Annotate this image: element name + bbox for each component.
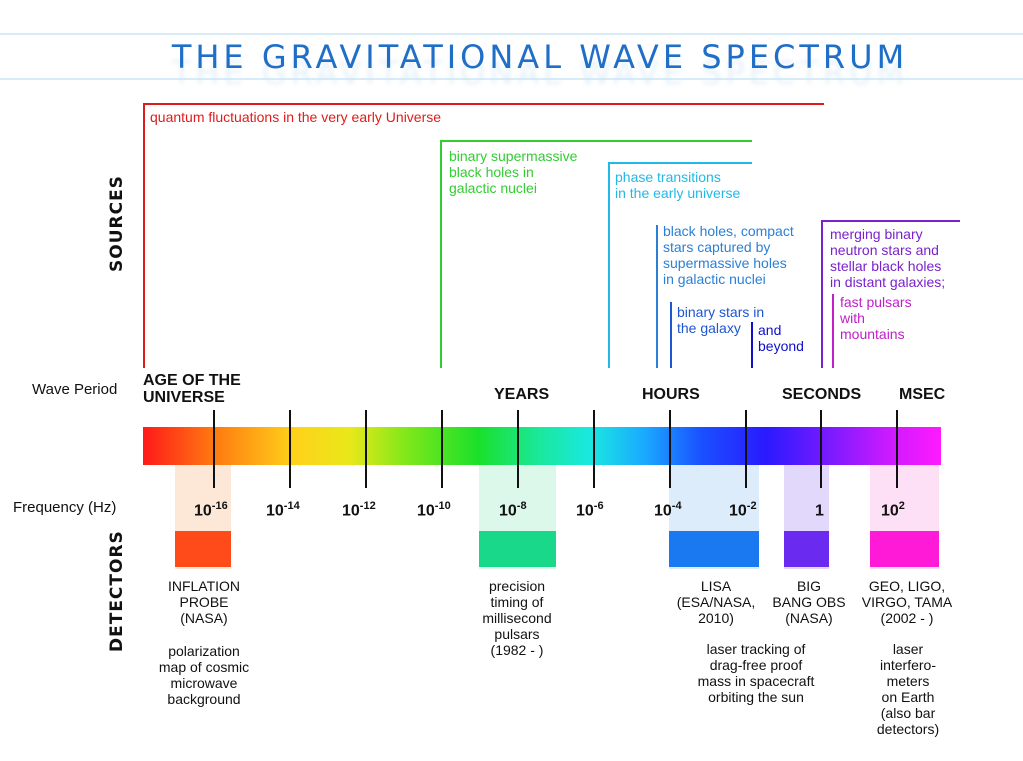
source-phase-bracket <box>608 162 752 164</box>
freq-exponent: 2 <box>898 500 905 512</box>
freq-label-1e-16: 10-16 <box>194 500 228 520</box>
source-pulsars-text: fast pulsars with mountains <box>840 294 912 342</box>
freq-base: 10 <box>499 502 517 520</box>
freq-label-1e-6: 10-6 <box>576 500 604 520</box>
detector-inflation-bar <box>175 531 231 567</box>
detector-pulsar-bar <box>479 531 556 567</box>
freq-label-1e-8: 10-8 <box>499 500 527 520</box>
detector-inflation-desc: polarization map of cosmic microwave bac… <box>158 643 250 707</box>
header-rule-bottom <box>0 78 1023 80</box>
detector-lisa-desc: laser tracking of drag-free proof mass i… <box>697 641 815 705</box>
tick-1e-14 <box>289 410 291 488</box>
period-hours: HOURS <box>642 386 700 403</box>
freq-base: 10 <box>266 502 284 520</box>
freq-base: 1 <box>815 502 824 520</box>
source-beyond-leg <box>751 322 753 368</box>
period-seconds: SECONDS <box>782 386 862 403</box>
detector-lisa-bar <box>669 531 759 567</box>
source-binary-galaxy-text: binary stars in the galaxy <box>677 304 765 336</box>
period-msec: MSEC <box>899 386 946 403</box>
tick-1e-6 <box>593 410 595 488</box>
source-beyond-text: and beyond <box>758 322 804 354</box>
source-binary-galaxy-leg <box>670 302 672 368</box>
detectors-axis-label: DETECTORS <box>107 530 127 652</box>
freq-base: 10 <box>881 502 899 520</box>
source-quantum-leg <box>143 103 145 368</box>
source-merging-text: merging binary neutron stars and stellar… <box>830 226 946 290</box>
freq-exponent: -2 <box>746 500 757 512</box>
detector-ligo-bar <box>870 531 939 567</box>
source-pulsars-leg <box>832 294 834 368</box>
tick-1e-4 <box>669 410 671 488</box>
freq-base: 10 <box>194 502 212 520</box>
source-capture-leg <box>656 225 658 368</box>
source-capture-text: black holes, compact stars captured by s… <box>663 223 794 287</box>
freq-base: 10 <box>576 502 594 520</box>
tick-1e-10 <box>441 410 443 488</box>
freq-exponent: -16 <box>211 500 228 512</box>
freq-exponent: -4 <box>671 500 682 512</box>
detector-bbo-name: BIG BANG OBS (NASA) <box>772 578 846 626</box>
freq-label-1e-12: 10-12 <box>342 500 376 520</box>
freq-exponent: -12 <box>359 500 376 512</box>
spectrum-bar <box>143 427 941 465</box>
tick-1e-2 <box>745 410 747 488</box>
frequency-label: Frequency (Hz) <box>13 499 117 516</box>
freq-label-1e-10: 10-10 <box>417 500 451 520</box>
source-merging-bracket <box>821 220 960 222</box>
freq-exponent: -8 <box>516 500 527 512</box>
freq-exponent: -10 <box>434 500 451 512</box>
detector-lisa-name: LISA (ESA/NASA, 2010) <box>676 578 756 626</box>
detector-ligo-desc: laser interfero- meters on Earth (also b… <box>876 641 940 737</box>
detector-pulsar-name: precision timing of millisecond pulsars … <box>482 578 552 658</box>
freq-base: 10 <box>654 502 672 520</box>
tick-1e-12 <box>365 410 367 488</box>
tick-1e-8 <box>517 410 519 488</box>
sources-axis-label: SOURCES <box>107 175 127 272</box>
period-age-of-universe: AGE OF THE UNIVERSE <box>143 372 241 406</box>
source-smbh-leg <box>440 140 442 368</box>
freq-label-1e-14: 10-14 <box>266 500 300 520</box>
detector-ligo-name: GEO, LIGO, VIRGO, TAMA (2002 - ) <box>861 578 953 626</box>
header-rule-top <box>0 33 1023 35</box>
freq-base: 10 <box>342 502 360 520</box>
source-quantum-text: quantum fluctuations in the very early U… <box>150 109 442 125</box>
source-smbh-text: binary supermassive black holes in galac… <box>449 148 578 196</box>
source-merging-leg <box>821 220 823 368</box>
title-reflection: THE GRAVITATIONAL WAVE SPECTRUM <box>171 54 909 92</box>
tick-1 <box>820 410 822 488</box>
freq-base: 10 <box>729 502 747 520</box>
freq-label-1e-4: 10-4 <box>654 500 682 520</box>
source-phase-text: phase transitions in the early universe <box>615 169 741 201</box>
wave-period-label: Wave Period <box>32 381 118 398</box>
freq-base: 10 <box>417 502 435 520</box>
detector-inflation-name: INFLATION PROBE (NASA) <box>167 578 241 626</box>
freq-label-1: 1 <box>815 500 824 520</box>
freq-label-1e2: 102 <box>881 500 905 520</box>
freq-exponent: -14 <box>283 500 300 512</box>
source-phase-leg <box>608 162 610 368</box>
tick-1e2 <box>896 410 898 488</box>
detector-bbo-bar <box>784 531 829 567</box>
source-quantum-bracket <box>143 103 824 105</box>
freq-label-1e-2: 10-2 <box>729 500 757 520</box>
source-smbh-bracket <box>440 140 752 142</box>
page-title: THE GRAVITATIONAL WAVE SPECTRUM <box>171 38 909 76</box>
freq-exponent: -6 <box>593 500 604 512</box>
period-years: YEARS <box>494 386 550 403</box>
tick-1e-16 <box>213 410 215 488</box>
